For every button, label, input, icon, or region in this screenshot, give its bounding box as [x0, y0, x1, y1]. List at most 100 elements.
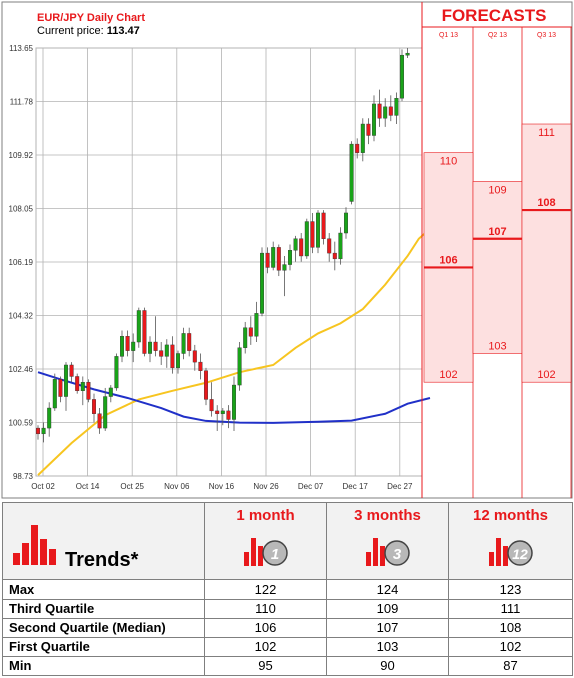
table-cell: 111 — [448, 598, 573, 619]
period-badge-icon: 12 — [488, 538, 533, 566]
quarter-label: Q2 13 — [488, 32, 507, 39]
candle-body — [377, 103, 382, 119]
candle-body — [248, 327, 253, 337]
candle-body — [355, 143, 360, 153]
candle-body — [265, 252, 270, 268]
y-tick-label: 113.65 — [9, 44, 33, 53]
candle-body — [310, 221, 315, 248]
candle-body — [86, 381, 91, 400]
svg-text:3: 3 — [392, 546, 401, 563]
candle — [114, 353, 119, 391]
candle-body — [198, 361, 203, 371]
candle — [192, 344, 197, 371]
candle-body — [181, 333, 186, 354]
candle-body — [321, 212, 326, 239]
candle — [203, 367, 208, 406]
table-cell: 106 — [204, 617, 327, 638]
candle — [170, 336, 175, 374]
candle — [321, 210, 326, 245]
candle-body — [103, 396, 108, 429]
candle — [181, 327, 186, 360]
forecast-low-label: 103 — [488, 341, 506, 353]
candle — [198, 353, 203, 380]
candle — [260, 247, 265, 317]
bar-chart-icon — [13, 525, 56, 565]
candle — [316, 210, 321, 254]
quarter-label: Q3 13 — [537, 32, 556, 39]
table-cell: 102 — [448, 636, 573, 657]
candle-body — [304, 221, 309, 257]
candle — [52, 373, 57, 411]
x-tick-label: Nov 06 — [164, 482, 190, 491]
row-label: Min — [2, 655, 205, 677]
candle-body — [36, 427, 41, 435]
candle-body — [153, 341, 158, 351]
candle — [86, 379, 91, 403]
candle-body — [147, 341, 152, 354]
candle — [153, 316, 158, 357]
candle-body — [63, 364, 68, 397]
col-label-12-months: 12 months — [472, 507, 548, 524]
col-header-3-months: 3 months 3 — [326, 501, 449, 581]
candle-body — [52, 379, 57, 409]
candle — [75, 373, 80, 394]
table-cell: 124 — [326, 579, 449, 600]
trends-table: Trends* 1 month 1 3 months — [2, 501, 573, 677]
candle-body — [47, 407, 52, 429]
y-tick-label: 102.46 — [9, 365, 34, 374]
forecast-panel: Q1 13 Q2 13 Q3 13 110 106 102 109 107 103 111 108 1… — [421, 2, 572, 498]
candle — [304, 218, 309, 259]
table-row: Max 122 124 123 — [2, 579, 573, 600]
candle-body — [383, 106, 388, 119]
table-cell: 122 — [204, 579, 327, 600]
candle-body — [58, 379, 63, 397]
candle — [69, 362, 74, 383]
candle-body — [114, 356, 119, 389]
grid-layer: 98.73 100.59 102.46 104.32 106.19 108.05 109.9… — [9, 44, 423, 491]
row-label: Third Quartile — [2, 598, 205, 619]
candle-body — [209, 399, 214, 412]
candle-body — [316, 212, 321, 248]
candle — [344, 207, 349, 239]
price-label: Current price: 113.47 — [37, 25, 140, 37]
x-tick-label: Nov 26 — [253, 482, 279, 491]
table-cell: 103 — [326, 636, 449, 657]
table-cell: 90 — [326, 655, 449, 677]
candle-body — [192, 350, 197, 363]
x-tick-label: Dec 17 — [343, 482, 369, 491]
candle — [299, 233, 304, 262]
table-cell: 87 — [448, 655, 573, 677]
x-tick-label: Dec 27 — [387, 482, 413, 491]
table-cell: 107 — [326, 617, 449, 638]
candle — [405, 48, 410, 59]
table-row: Second Quartile (Median) 106 107 108 — [2, 617, 573, 638]
candle — [360, 118, 365, 162]
candle — [372, 95, 377, 142]
candle-body — [299, 238, 304, 257]
candle-body — [142, 310, 147, 354]
candle-body — [75, 376, 80, 392]
candle-body — [220, 410, 225, 414]
candle-body — [136, 310, 141, 343]
table-row: First Quartile 102 103 102 — [2, 636, 573, 657]
quarter-label: Q1 13 — [439, 32, 458, 39]
candle-body — [332, 252, 337, 260]
candle — [243, 321, 248, 354]
candle-body — [338, 232, 343, 260]
forecast-range-band — [521, 123, 572, 383]
svg-text:12: 12 — [512, 546, 528, 562]
candle — [276, 244, 281, 277]
table-row: Third Quartile 110 109 111 — [2, 598, 573, 619]
x-tick-label: Oct 14 — [76, 482, 100, 491]
candle — [383, 98, 388, 127]
candle — [159, 342, 164, 365]
candle-body — [349, 143, 354, 202]
y-tick-label: 98.73 — [13, 472, 34, 481]
candle-body — [327, 238, 332, 254]
chart-title: EUR/JPY Daily Chart — [37, 12, 145, 24]
table-cell: 95 — [204, 655, 327, 677]
y-tick-label: 100.59 — [9, 419, 34, 428]
table-cell: 109 — [326, 598, 449, 619]
candle — [47, 402, 52, 437]
moving-average-line — [37, 227, 431, 476]
